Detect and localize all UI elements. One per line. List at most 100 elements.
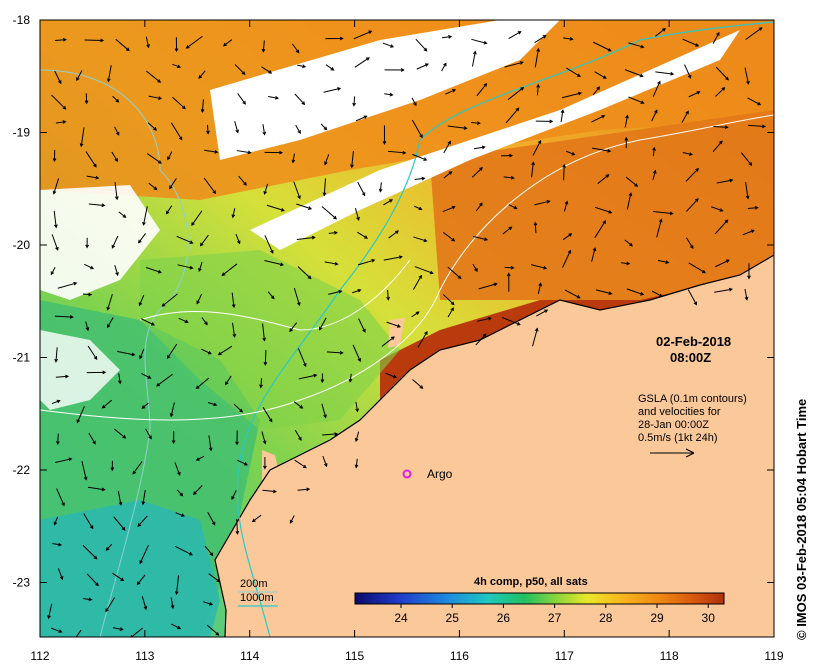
- velocity-arrow: [592, 86, 600, 96]
- argo-marker: [402, 469, 412, 479]
- velocity-arrow: [507, 87, 524, 100]
- velocity-arrow: [261, 66, 272, 74]
- x-tick-label: 113: [135, 649, 154, 663]
- velocity-arrow: [145, 267, 162, 273]
- y-tick-label: -19: [13, 126, 31, 140]
- velocity-arrow: [653, 210, 673, 215]
- velocity-arrow: [413, 205, 422, 210]
- velocity-arrowhead: [419, 134, 423, 139]
- velocity-arrow: [379, 182, 382, 192]
- velocity-arrowhead: [308, 206, 313, 210]
- velocity-arrow: [712, 32, 720, 44]
- velocity-arrow: [624, 239, 633, 247]
- velocity-arrowhead: [68, 457, 73, 462]
- velocity-arrowhead: [58, 542, 63, 547]
- velocity-arrow: [471, 38, 487, 44]
- velocity-arrowhead: [483, 82, 488, 87]
- velocity-arrowhead: [450, 307, 454, 312]
- velocity-arrow: [204, 545, 214, 556]
- velocity-arrowhead: [241, 71, 246, 76]
- velocity-arrow: [57, 282, 77, 289]
- velocity-arrow: [326, 351, 343, 354]
- velocity-arrowhead: [602, 220, 606, 224]
- velocity-arrow: [171, 623, 181, 629]
- velocity-arrowhead: [146, 44, 150, 49]
- velocity-arrow: [357, 181, 366, 196]
- velocity-arrow: [117, 350, 135, 356]
- velocity-arrowhead: [204, 321, 208, 326]
- velocity-arrow: [534, 222, 537, 234]
- velocity-arrow: [113, 516, 126, 531]
- velocity-arrow: [294, 429, 302, 441]
- velocity-arrowhead: [261, 48, 266, 53]
- velocity-arrow: [447, 125, 467, 129]
- velocity-arrow: [293, 181, 301, 199]
- y-tick-label: -23: [13, 576, 31, 590]
- velocity-arrow: [655, 71, 674, 75]
- velocity-arrow: [652, 147, 655, 157]
- velocity-arrow: [536, 309, 548, 317]
- velocity-arrowhead: [560, 109, 565, 114]
- velocity-arrow: [84, 263, 94, 270]
- velocity-arrowhead: [564, 200, 569, 205]
- velocity-arrowhead: [362, 328, 366, 333]
- velocity-arrow: [353, 30, 372, 40]
- velocity-arrow: [443, 171, 453, 179]
- velocity-arrowhead: [93, 356, 98, 360]
- velocity-arrowhead: [177, 625, 182, 630]
- velocity-arrow: [322, 433, 338, 436]
- velocity-arrow: [594, 206, 612, 214]
- velocity-arrowhead: [744, 296, 749, 301]
- velocity-arrowhead: [418, 274, 422, 279]
- north-west-cape: [262, 450, 295, 525]
- velocity-arrowhead: [102, 370, 107, 375]
- velocity-arrow: [75, 629, 82, 637]
- velocity-arrowhead: [311, 235, 316, 240]
- velocity-arrowhead: [90, 265, 95, 270]
- velocity-arrowhead: [139, 355, 143, 360]
- velocity-arrowhead: [725, 76, 729, 81]
- velocity-arrowhead: [54, 224, 58, 229]
- velocity-arrow: [388, 230, 399, 239]
- velocity-arrow: [591, 115, 605, 123]
- velocity-arrow: [324, 261, 338, 265]
- velocity-arrowhead: [115, 272, 119, 277]
- velocity-arrow: [114, 126, 120, 136]
- velocity-arrowhead: [544, 309, 549, 313]
- velocity-arrowhead: [198, 75, 203, 79]
- velocity-arrow: [355, 431, 360, 442]
- velocity-arrowhead: [378, 188, 383, 193]
- velocity-arrow: [111, 235, 119, 249]
- velocity-arrowhead: [209, 552, 214, 557]
- velocity-arrowhead: [297, 130, 301, 135]
- velocity-arrowhead: [185, 45, 190, 49]
- gsla-contour-1: [40, 114, 774, 421]
- velocity-arrow: [107, 65, 112, 82]
- velocity-arrowhead: [101, 203, 106, 208]
- velocity-arrowhead: [76, 419, 81, 424]
- coastline: [214, 254, 774, 637]
- velocity-arrow: [386, 321, 401, 328]
- velocity-arrow: [233, 403, 243, 413]
- velocity-arrow: [142, 489, 146, 505]
- velocity-arrowhead: [542, 35, 547, 39]
- velocity-arrow: [174, 545, 193, 556]
- velocity-arrow: [349, 373, 352, 382]
- velocity-arrow: [536, 84, 539, 96]
- velocity-arrowhead: [174, 591, 179, 596]
- velocity-arrowhead: [263, 190, 268, 195]
- velocity-arrowhead: [179, 492, 184, 497]
- velocity-arrowhead: [114, 196, 119, 201]
- velocity-arrowhead: [303, 363, 307, 368]
- velocity-arrow: [55, 121, 66, 124]
- velocity-arrow: [82, 544, 97, 560]
- velocity-arrowhead: [419, 385, 424, 389]
- velocity-arrowhead: [721, 86, 726, 91]
- velocity-arrow: [624, 115, 628, 128]
- velocity-arrowhead: [192, 491, 197, 496]
- velocity-arrow: [328, 232, 337, 234]
- velocity-arrowhead: [73, 281, 78, 286]
- velocity-arrow: [651, 110, 658, 122]
- velocity-arrow: [563, 201, 568, 212]
- velocity-arrowhead: [184, 319, 189, 324]
